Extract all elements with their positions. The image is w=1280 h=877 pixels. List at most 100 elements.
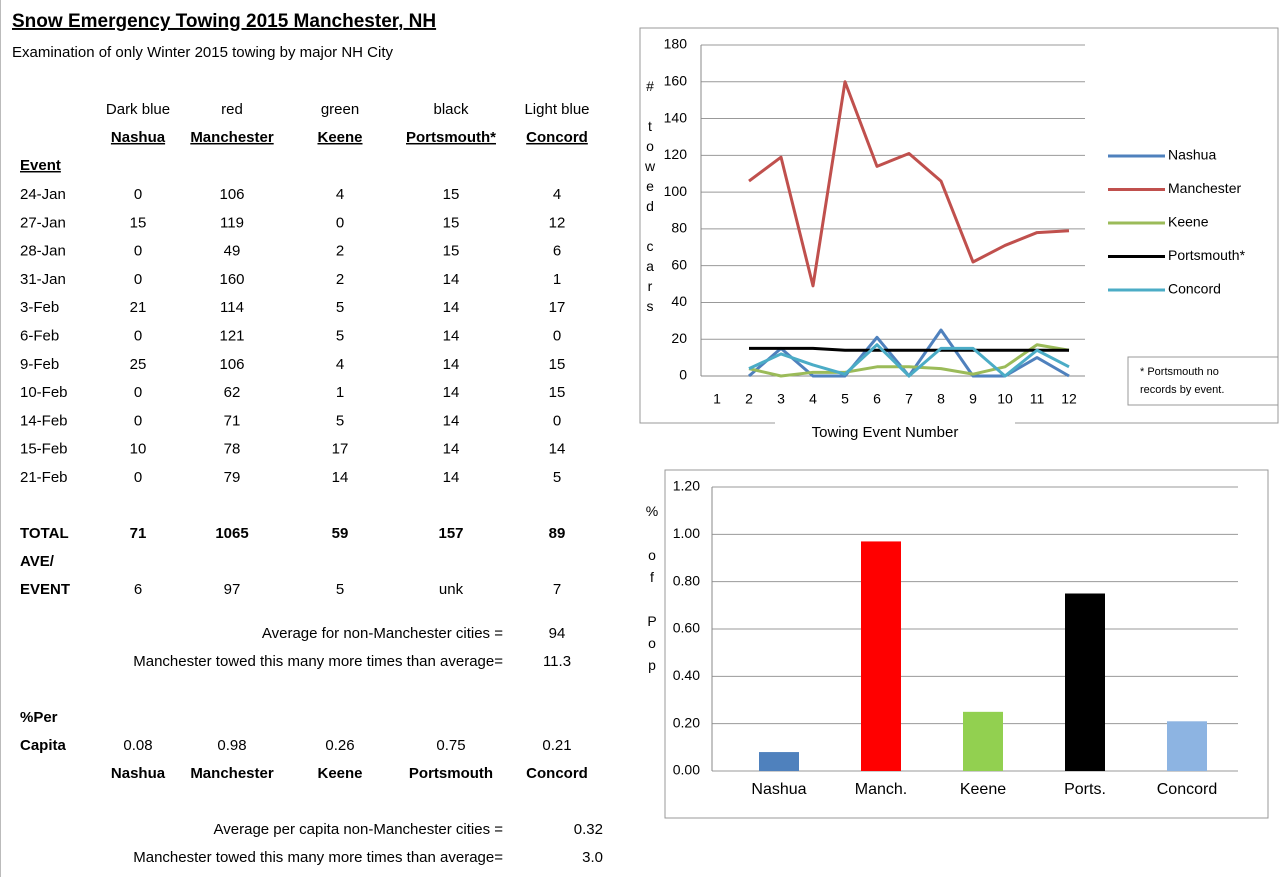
cell: 0 [553, 412, 561, 429]
y-tick-label: 40 [671, 293, 687, 309]
y-tick-label: 60 [671, 256, 687, 272]
row-label: 28-Jan [20, 243, 66, 260]
cell: 0 [336, 214, 344, 231]
per-capita-cell: 0.08 [123, 737, 152, 754]
note: * Portsmouth no records by event. [1140, 366, 1224, 396]
y-tick-label: 20 [671, 330, 687, 346]
cell: 21 [130, 299, 147, 316]
cell: 15 [443, 243, 460, 260]
row-label: 9-Feb [20, 356, 59, 373]
summary-label: Average for non-Manchester cities = [262, 625, 503, 642]
cell: 1 [336, 384, 344, 401]
per-capita-cell: 0.26 [325, 737, 354, 754]
legend-label: Concord [1168, 281, 1221, 297]
cell: 119 [220, 214, 244, 231]
x-tick-label: 8 [937, 391, 945, 407]
per-capita-name: Concord [526, 765, 588, 782]
cell: 0 [553, 327, 561, 344]
per-capita-label: Capita [20, 737, 67, 754]
x-tick-label: 4 [809, 391, 817, 407]
color-label: black [433, 101, 469, 118]
per-capita-cell: 0.75 [436, 737, 465, 754]
cell: 0 [134, 327, 142, 344]
column-header: Manchester [190, 129, 274, 146]
x-tick-label: 2 [745, 391, 753, 407]
y-tick-label: 0.60 [673, 620, 700, 636]
row-label: 14-Feb [20, 412, 68, 429]
summary-value: 3.0 [582, 849, 603, 866]
cell: 25 [130, 356, 147, 373]
cell: 106 [219, 356, 244, 373]
per-capita-label: %Per [20, 709, 58, 726]
y-tick-label: 0.20 [673, 714, 700, 730]
cell: 5 [336, 299, 344, 316]
summary-value: 94 [549, 625, 566, 642]
cell: 14 [549, 441, 566, 458]
cell: 0 [134, 384, 142, 401]
average-cell: unk [439, 581, 464, 598]
cell: 14 [443, 412, 460, 429]
cell: 1 [553, 271, 561, 288]
cell: 4 [336, 186, 344, 203]
bar [1167, 721, 1207, 771]
legend-label: Keene [1168, 214, 1209, 230]
x-axis-label: Towing Event Number [812, 424, 959, 441]
cell: 5 [553, 469, 561, 486]
row-label: 31-Jan [20, 271, 66, 288]
y-tick-label: 0.00 [673, 762, 700, 778]
summary-label: Manchester towed this many more times th… [133, 653, 503, 670]
cell: 4 [336, 356, 344, 373]
x-tick-label: 11 [1030, 391, 1045, 407]
y-tick-label: 0 [679, 367, 687, 383]
cell: 106 [219, 186, 244, 203]
series-line [748, 343, 1070, 378]
cell: 62 [224, 384, 241, 401]
per-capita-name: Manchester [190, 765, 274, 782]
bar [759, 752, 799, 771]
y-tick-label: 1.00 [673, 525, 700, 541]
cell: 160 [219, 271, 244, 288]
average-cell: 97 [224, 581, 241, 598]
row-label: 10-Feb [20, 384, 68, 401]
cell: 17 [332, 441, 349, 458]
cell: 0 [134, 243, 142, 260]
x-label-gap [775, 420, 1015, 428]
x-tick-label: Ports. [1064, 781, 1106, 798]
cell: 14 [443, 271, 460, 288]
cell: 14 [443, 441, 460, 458]
row-label: 27-Jan [20, 214, 66, 231]
y-tick-label: 120 [664, 146, 688, 162]
x-tick-label: 6 [873, 391, 881, 407]
x-tick-label: 10 [997, 391, 1013, 407]
y-tick-label: 0.80 [673, 572, 700, 588]
cell: 14 [443, 356, 460, 373]
column-header: Nashua [111, 129, 166, 146]
series-line [748, 80, 1070, 288]
cell: 79 [224, 469, 241, 486]
color-label: red [221, 101, 243, 118]
title: Snow Emergency Towing 2015 Manchester, N… [12, 11, 436, 32]
x-tick-label: 5 [841, 391, 849, 407]
subtitle: Examination of only Winter 2015 towing b… [12, 44, 393, 61]
x-tick-label: 1 [713, 391, 721, 407]
x-tick-label: 7 [905, 391, 913, 407]
average-cell: 5 [336, 581, 344, 598]
total-label: TOTAL [20, 525, 69, 542]
cell: 0 [134, 271, 142, 288]
cell: 14 [332, 469, 349, 486]
summary-label: Manchester towed this many more times th… [133, 849, 503, 866]
y-tick-label: 100 [664, 183, 688, 199]
cell: 12 [549, 214, 566, 231]
summary-value: 0.32 [574, 821, 603, 838]
total-cell: 157 [438, 525, 463, 542]
y-axis-label: % of Pop [644, 503, 660, 679]
bar [963, 711, 1003, 771]
row-label: 6-Feb [20, 327, 59, 344]
average-label: EVENT [20, 581, 70, 598]
cell: 114 [220, 299, 244, 316]
color-label: Light blue [524, 101, 589, 118]
bar [861, 541, 901, 771]
cell: 4 [553, 186, 561, 203]
total-cell: 89 [549, 525, 566, 542]
series-line [748, 343, 1070, 378]
